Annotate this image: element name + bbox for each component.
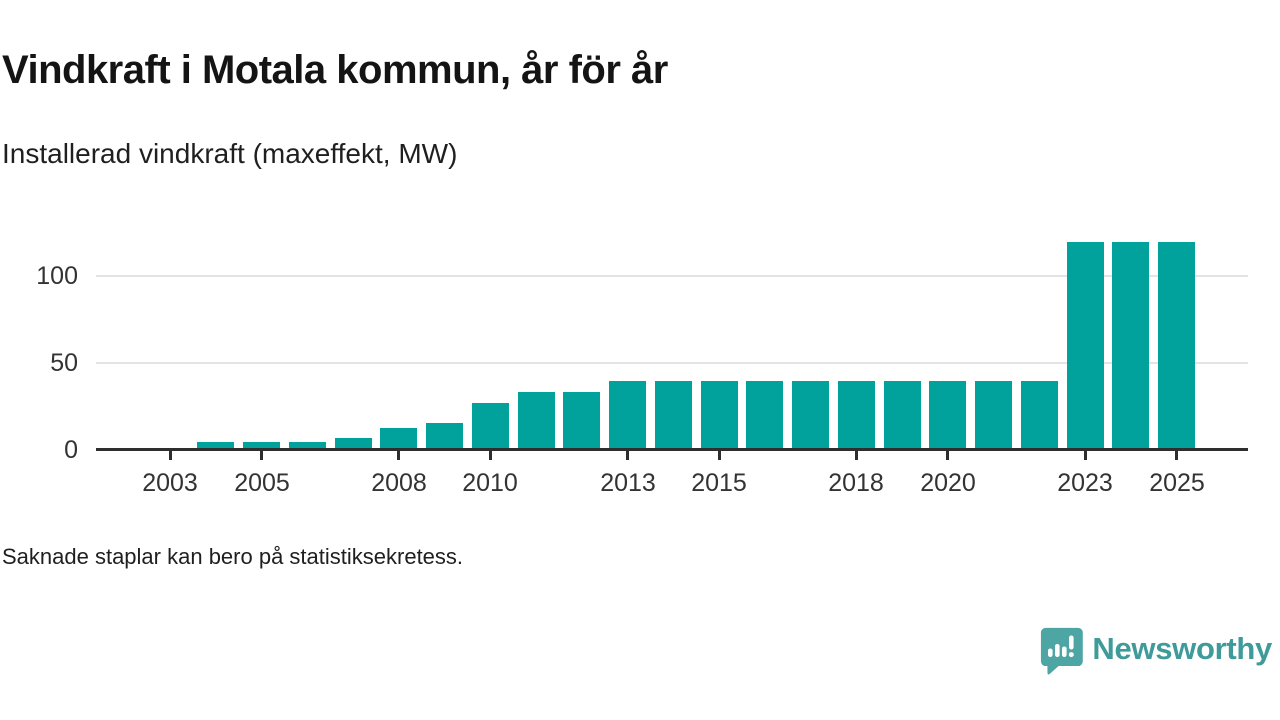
bar-2005 [243, 442, 280, 448]
x-tick-2013 [626, 451, 629, 460]
x-tick-2010 [489, 451, 492, 460]
bar-2011 [518, 392, 555, 448]
gridline-50 [96, 362, 1248, 364]
bar-2009 [426, 423, 463, 448]
x-tick-label-2013: 2013 [600, 469, 656, 497]
bar-2019 [884, 381, 921, 448]
bar-2010 [472, 403, 509, 448]
bar-2004 [197, 442, 234, 448]
x-tick-2005 [260, 451, 263, 460]
x-tick-label-2003: 2003 [142, 469, 198, 497]
bar-2022 [1021, 381, 1058, 448]
bar-chart-area: 0 50 100 2003 2005 2008 2010 2013 2015 2018 2020 20… [36, 242, 1248, 497]
x-tick-2023 [1084, 451, 1087, 460]
x-tick-2003 [169, 451, 172, 460]
chart-subtitle: Installerad vindkraft (maxeffekt, MW) [2, 138, 458, 169]
newsworthy-logo: Newsworthy [1037, 627, 1272, 677]
x-tick-label-2023: 2023 [1057, 469, 1113, 497]
x-tick-label-2018: 2018 [828, 469, 884, 497]
bar-2007 [335, 438, 372, 448]
chart-title: Vindkraft i Motala kommun, år för år [2, 48, 668, 92]
bar-2017 [792, 381, 829, 448]
y-axis-label-50: 50 [50, 349, 78, 377]
bar-2018 [838, 381, 875, 448]
x-tick-label-2025: 2025 [1149, 469, 1205, 497]
x-axis-line [96, 448, 1248, 451]
newsworthy-logo-text: Newsworthy [1092, 631, 1272, 666]
bar-2012 [563, 392, 600, 448]
bar-2014 [655, 381, 692, 448]
x-tick-2015 [718, 451, 721, 460]
x-tick-label-2015: 2015 [691, 469, 747, 497]
x-tick-2018 [855, 451, 858, 460]
bar-2006 [289, 442, 326, 448]
x-tick-label-2008: 2008 [371, 469, 427, 497]
x-tick-label-2020: 2020 [920, 469, 976, 497]
newsworthy-logo-icon [1041, 627, 1084, 675]
bar-2023 [1067, 242, 1104, 448]
bar-2013 [609, 381, 646, 448]
x-tick-2008 [397, 451, 400, 460]
gridline-100 [96, 275, 1248, 277]
y-axis-label-100: 100 [36, 262, 78, 290]
bar-2020 [929, 381, 966, 448]
x-tick-label-2010: 2010 [462, 469, 518, 497]
bar-2024 [1112, 242, 1149, 448]
x-tick-2020 [946, 451, 949, 460]
bar-2025 [1158, 242, 1195, 448]
bar-2008 [380, 428, 417, 448]
chart-footnote: Saknade staplar kan bero på statistiksek… [2, 544, 464, 569]
x-tick-2025 [1175, 451, 1178, 460]
bar-2015 [701, 381, 738, 448]
x-tick-label-2005: 2005 [234, 469, 290, 497]
bar-2016 [746, 381, 783, 448]
y-axis-label-0: 0 [64, 436, 78, 464]
bar-2021 [975, 381, 1012, 448]
